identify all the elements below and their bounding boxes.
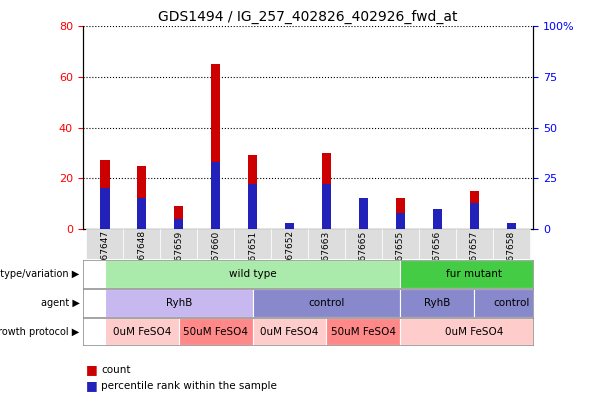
Bar xyxy=(137,166,147,229)
Text: control: control xyxy=(493,298,530,308)
Bar xyxy=(285,223,294,229)
Text: GSM67651: GSM67651 xyxy=(248,230,257,279)
Bar xyxy=(253,289,400,317)
Bar xyxy=(506,224,516,229)
Bar xyxy=(322,184,331,229)
Text: percentile rank within the sample: percentile rank within the sample xyxy=(101,381,277,391)
Bar xyxy=(101,160,110,229)
Bar xyxy=(179,318,253,345)
Bar xyxy=(271,229,308,259)
Text: GSM67656: GSM67656 xyxy=(433,230,442,279)
Text: GSM67659: GSM67659 xyxy=(174,230,183,279)
Text: GSM67657: GSM67657 xyxy=(470,230,479,279)
Bar xyxy=(433,209,442,229)
Text: RyhB: RyhB xyxy=(424,298,451,308)
Bar xyxy=(400,318,548,345)
Bar xyxy=(101,188,110,229)
Bar xyxy=(433,219,442,229)
Text: GSM67660: GSM67660 xyxy=(211,230,220,279)
Text: RyhB: RyhB xyxy=(166,298,192,308)
Bar xyxy=(359,198,368,229)
Bar xyxy=(359,198,368,229)
Bar xyxy=(161,229,197,259)
Text: growth protocol ▶: growth protocol ▶ xyxy=(0,327,80,337)
Bar xyxy=(396,213,405,229)
Text: GSM67647: GSM67647 xyxy=(101,230,109,279)
Text: 0uM FeSO4: 0uM FeSO4 xyxy=(261,327,319,337)
Bar xyxy=(400,260,548,288)
Text: GSM67655: GSM67655 xyxy=(396,230,405,279)
Text: 0uM FeSO4: 0uM FeSO4 xyxy=(445,327,503,337)
Bar xyxy=(285,224,294,229)
Bar xyxy=(174,219,183,229)
Bar xyxy=(474,289,548,317)
Bar xyxy=(86,229,123,259)
Bar xyxy=(211,64,220,229)
Bar xyxy=(234,229,271,259)
Text: wild type: wild type xyxy=(229,269,276,279)
Bar xyxy=(470,191,479,229)
Text: genotype/variation ▶: genotype/variation ▶ xyxy=(0,269,80,279)
Bar xyxy=(322,153,331,229)
Bar xyxy=(105,318,179,345)
Bar xyxy=(493,229,530,259)
Bar xyxy=(308,229,345,259)
Text: GSM67652: GSM67652 xyxy=(285,230,294,279)
Text: count: count xyxy=(101,365,131,375)
Text: agent ▶: agent ▶ xyxy=(41,298,80,308)
Text: GSM67663: GSM67663 xyxy=(322,230,331,279)
Text: ■: ■ xyxy=(86,363,97,376)
Bar xyxy=(105,289,253,317)
Bar xyxy=(396,198,405,229)
Bar xyxy=(382,229,419,259)
Text: GSM67665: GSM67665 xyxy=(359,230,368,279)
Bar xyxy=(506,223,516,229)
Bar xyxy=(400,289,474,317)
Bar xyxy=(253,318,327,345)
Bar xyxy=(197,229,234,259)
Bar xyxy=(123,229,161,259)
Text: 0uM FeSO4: 0uM FeSO4 xyxy=(113,327,171,337)
Text: ■: ■ xyxy=(86,379,97,392)
Bar xyxy=(248,156,257,229)
Bar xyxy=(327,318,400,345)
Bar xyxy=(345,229,382,259)
Text: fur mutant: fur mutant xyxy=(446,269,502,279)
Title: GDS1494 / IG_257_402826_402926_fwd_at: GDS1494 / IG_257_402826_402926_fwd_at xyxy=(158,10,458,24)
Text: GSM67648: GSM67648 xyxy=(137,230,147,279)
Bar xyxy=(211,162,220,229)
Bar xyxy=(455,229,493,259)
Bar xyxy=(419,229,455,259)
Text: control: control xyxy=(308,298,345,308)
Text: 50uM FeSO4: 50uM FeSO4 xyxy=(183,327,248,337)
Text: GSM67658: GSM67658 xyxy=(507,230,516,279)
Bar xyxy=(248,184,257,229)
Bar xyxy=(174,206,183,229)
Bar xyxy=(105,260,400,288)
Bar xyxy=(137,198,147,229)
Bar xyxy=(470,202,479,229)
Text: 50uM FeSO4: 50uM FeSO4 xyxy=(331,327,396,337)
